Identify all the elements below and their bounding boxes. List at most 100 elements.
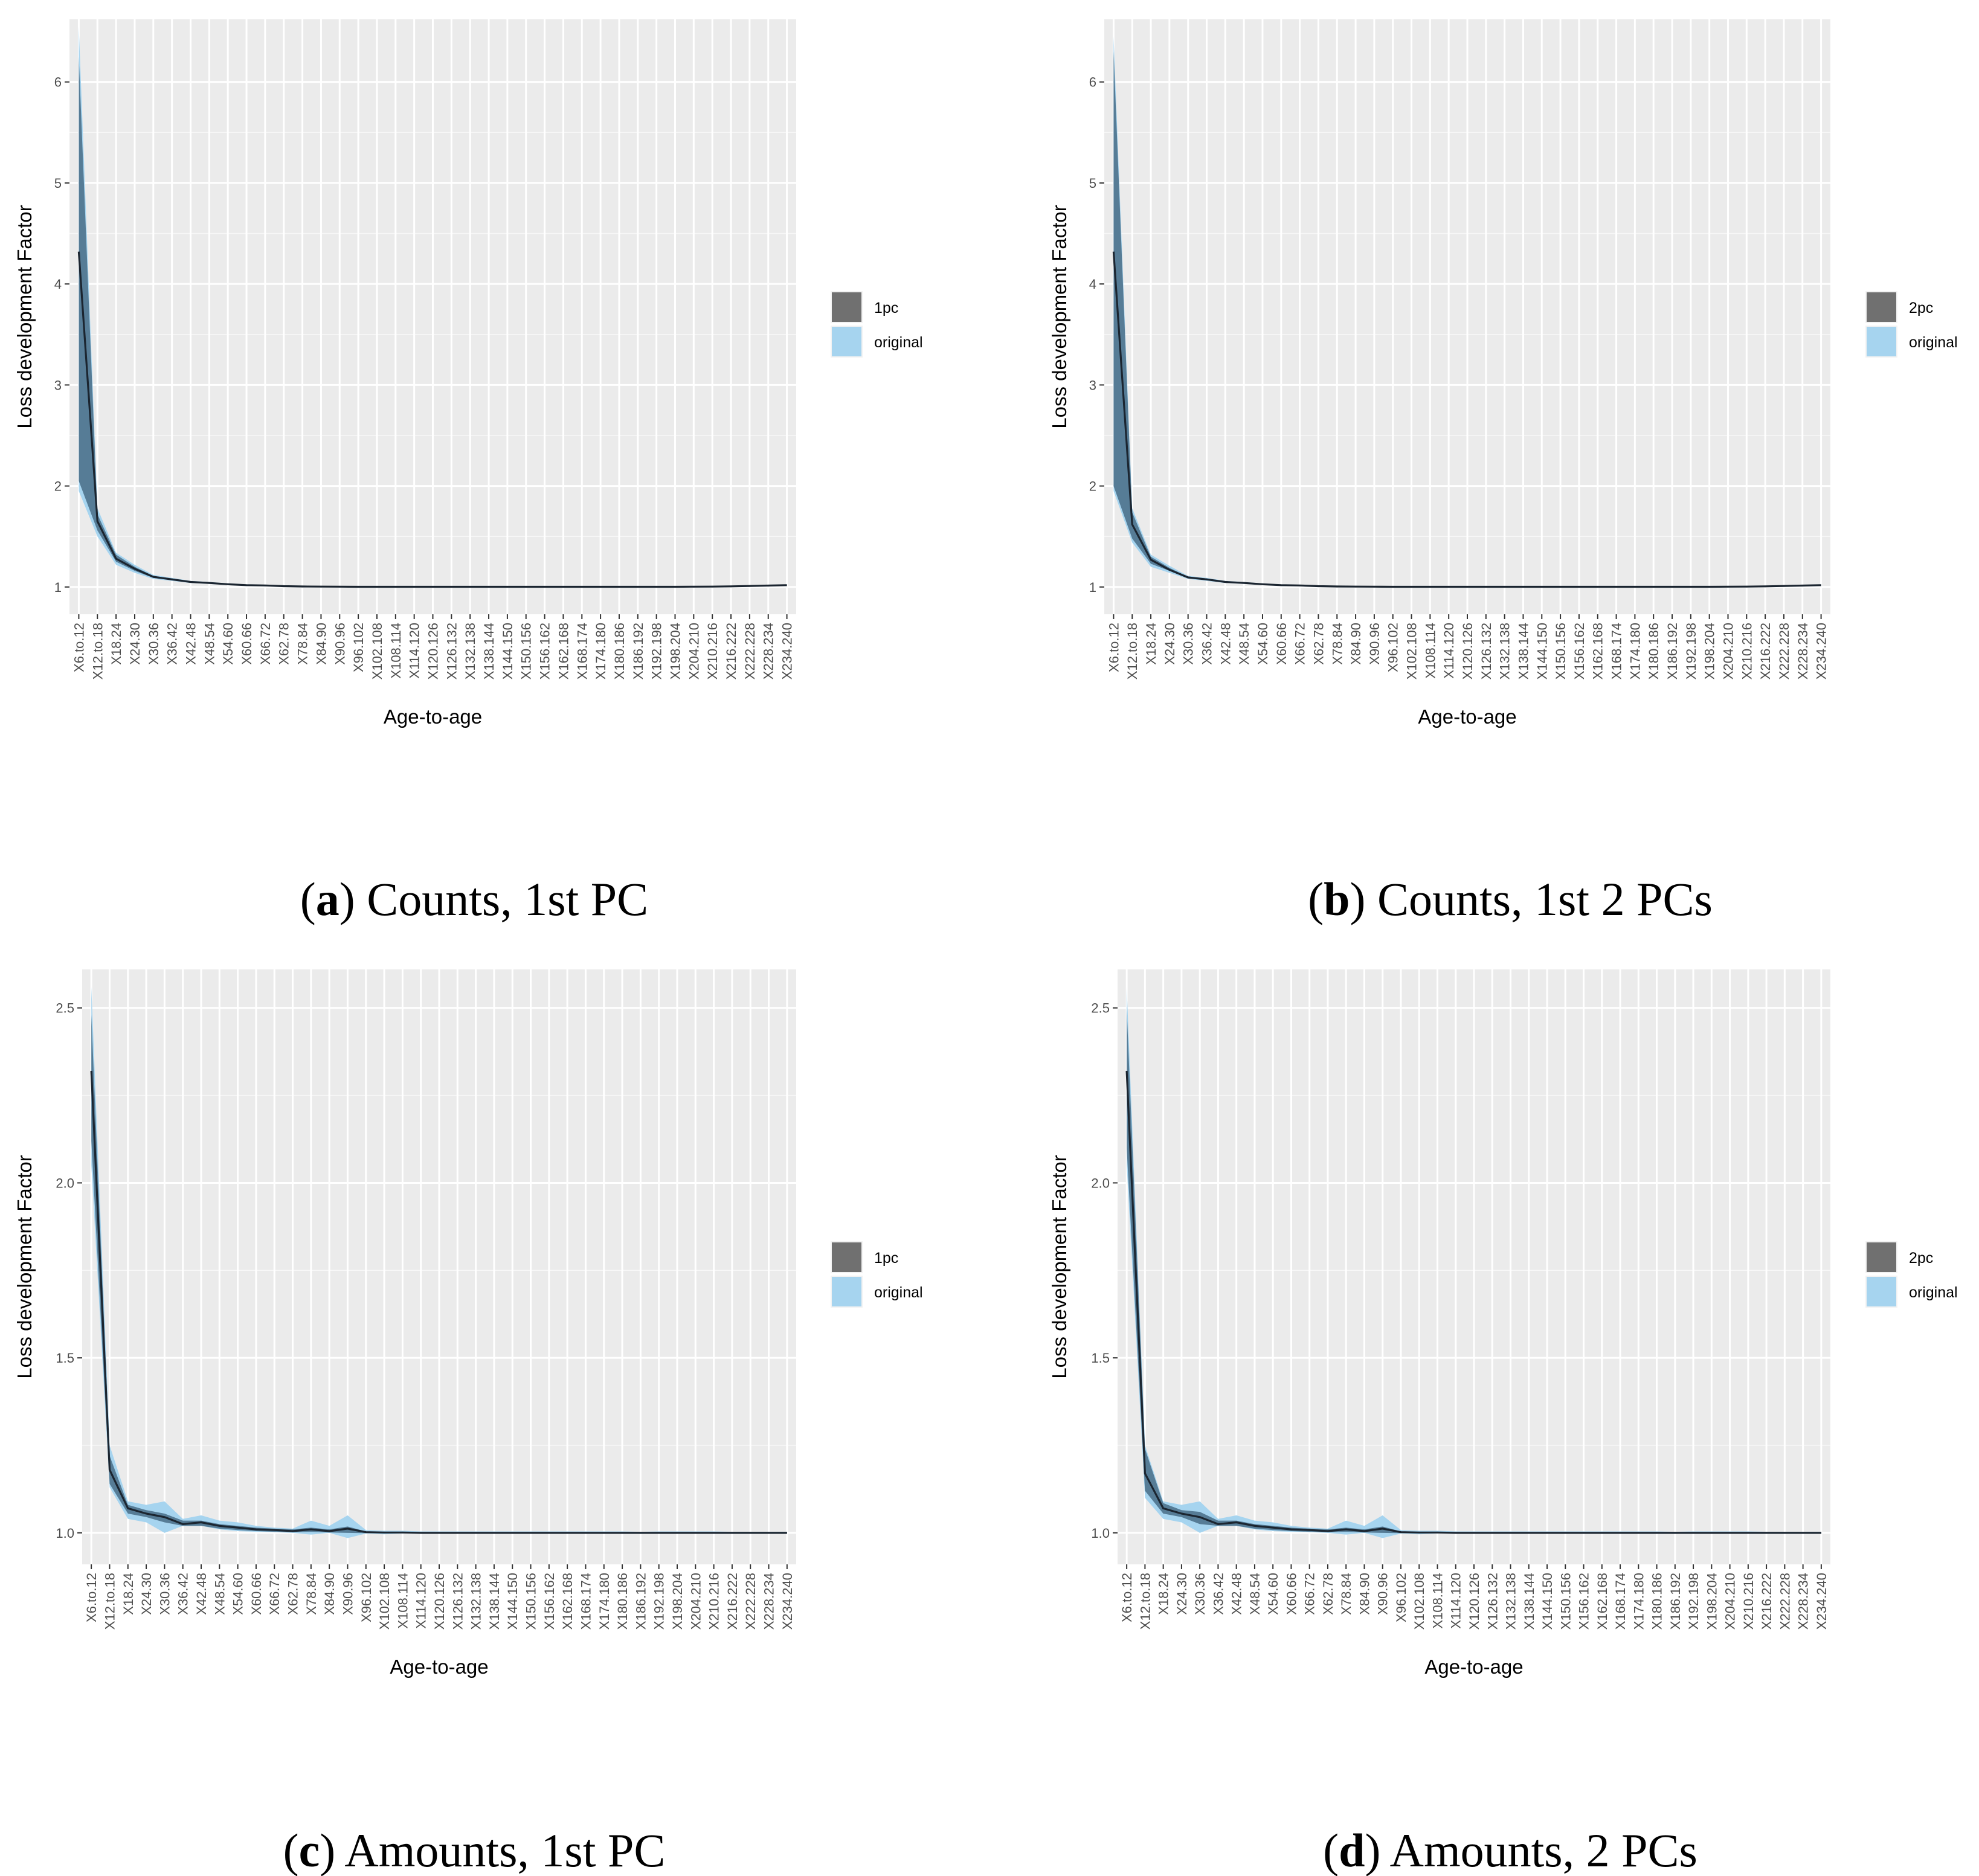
x-tick-label: X174.180 (1631, 1573, 1646, 1630)
x-tick-label: X36.42 (1200, 623, 1215, 665)
x-tick-label: X222.228 (742, 623, 758, 679)
y-tick-label: 1.0 (1091, 1526, 1110, 1541)
x-tick-label: X204.210 (1723, 1573, 1738, 1630)
x-tick-label: X48.54 (202, 623, 217, 665)
x-tick-label: X66.72 (1302, 1573, 1318, 1615)
x-tick-label: X84.90 (1348, 623, 1363, 665)
caption-paren-open: ( (300, 873, 316, 925)
legend-swatch-2pc (1867, 1242, 1896, 1272)
caption-paren-open: ( (283, 1824, 299, 1876)
x-tick-label: X168.174 (1609, 623, 1624, 679)
x-tick-label: X126.132 (1485, 1573, 1500, 1630)
x-tick-label: X198.204 (1704, 1573, 1719, 1630)
y-tick-label: 1.5 (56, 1351, 74, 1366)
x-tick-label: X204.210 (1720, 623, 1736, 679)
x-tick-label: X180.186 (615, 1573, 630, 1630)
caption-letter: a (316, 873, 339, 925)
x-tick-label: X66.72 (267, 1573, 282, 1615)
x-tick-label: X132.138 (1504, 1573, 1519, 1630)
x-tick-label: X42.48 (194, 1573, 209, 1615)
x-tick-label: X126.132 (444, 623, 459, 679)
x-tick-label: X156.162 (542, 1573, 557, 1630)
x-tick-label: X108.114 (1430, 1573, 1445, 1629)
x-tick-label: X84.90 (1357, 1573, 1372, 1615)
x-tick-label: X84.90 (322, 1573, 337, 1615)
x-tick-label: X6.to.12 (71, 623, 86, 672)
x-tick-label: X186.192 (1665, 623, 1680, 679)
x-tick-label: X48.54 (212, 1573, 227, 1615)
x-tick-label: X78.84 (304, 1573, 319, 1615)
x-tick-label: X120.126 (1460, 623, 1475, 679)
y-tick-label: 3 (1089, 377, 1096, 393)
caption-letter: b (1324, 873, 1350, 925)
x-tick-label: X156.162 (1577, 1573, 1592, 1630)
x-tick-label: X126.132 (1479, 623, 1494, 679)
x-tick-label: X48.54 (1237, 623, 1252, 665)
x-tick-label: X234.240 (780, 623, 795, 679)
y-tick-label: 5 (54, 176, 62, 191)
x-tick-label: X144.150 (1540, 1573, 1555, 1630)
x-tick-label: X222.228 (743, 1573, 758, 1630)
x-tick-label: X144.150 (505, 1573, 520, 1630)
x-tick-label: X62.78 (277, 623, 292, 665)
x-tick-label: X186.192 (1668, 1573, 1683, 1630)
caption-paren-open: ( (1323, 1824, 1339, 1876)
x-tick-label: X30.36 (1192, 1573, 1208, 1615)
legend: 1pc original (831, 291, 923, 358)
y-tick-label: 1 (1089, 580, 1096, 595)
y-tick-label: 6 (1089, 75, 1096, 90)
caption-letter: d (1339, 1824, 1365, 1876)
x-tick-label: X132.138 (463, 623, 478, 679)
y-tick-label: 4 (1089, 277, 1096, 292)
x-tick-label: X222.228 (1777, 623, 1792, 679)
y-tick-label: 3 (54, 377, 62, 393)
chart-panel-d: 1.0 1.5 2.0 2.5 X6.to.12 X12.to.18 X18.24 X24.3… (1048, 969, 1958, 1678)
caption-text: ) Counts, 1st PC (339, 873, 648, 925)
x-tick-label: X204.210 (686, 623, 701, 679)
x-tick-label: X84.90 (314, 623, 329, 665)
x-tick-label: X138.144 (1516, 623, 1531, 679)
x-tick-label: X62.78 (1311, 623, 1326, 665)
x-tick-label: X180.186 (1650, 1573, 1665, 1630)
legend-label-1pc: 1pc (874, 300, 898, 316)
x-tick-label: X138.144 (1522, 1573, 1537, 1630)
caption-text: ) Amounts, 1st PC (320, 1824, 665, 1876)
x-tick-label: X228.234 (1796, 1573, 1811, 1630)
x-tick-label: X62.78 (286, 1573, 301, 1615)
legend-swatch-1pc (832, 1242, 861, 1272)
x-tick-label: X216.222 (1758, 623, 1773, 679)
x-tick-label: X156.162 (538, 623, 553, 679)
x-tick-label: X234.240 (780, 1573, 795, 1630)
x-tick-label: X108.114 (1423, 623, 1438, 679)
x-tick-label: X102.108 (1405, 623, 1420, 679)
x-tick-label: X162.168 (1591, 623, 1606, 679)
x-tick-label: X54.60 (220, 623, 236, 665)
x-tick-label: X216.222 (724, 623, 739, 679)
y-tick-label: 1.5 (1091, 1351, 1110, 1366)
legend-swatch-1pc (832, 292, 861, 322)
x-tick-label: X12.to.18 (90, 623, 105, 679)
x-tick-label: X6.to.12 (84, 1573, 99, 1622)
x-tick-label: X192.198 (649, 623, 664, 679)
x-axis-title: Age-to-age (1424, 1656, 1523, 1678)
x-tick-label: X90.96 (340, 1573, 355, 1615)
x-tick-label: X192.198 (1686, 1573, 1701, 1630)
x-tick-label: X54.60 (231, 1573, 246, 1615)
x-tick-label: X168.174 (574, 623, 590, 679)
legend: 2pc original (1865, 1241, 1958, 1308)
x-tick-label: X192.198 (1684, 623, 1699, 679)
x-tick-label: X30.36 (146, 623, 161, 665)
x-tick-label: X60.66 (1274, 623, 1289, 665)
x-tick-label: X114.120 (1449, 1573, 1464, 1629)
x-tick-label: X174.180 (1627, 623, 1643, 679)
x-tick-label: X204.210 (688, 1573, 703, 1630)
caption-d: (d) Amounts, 2 PCs (1323, 1824, 1697, 1876)
x-tick-label: X150.156 (1558, 1573, 1573, 1630)
chart-panel-b: 1 2 3 4 5 6 X6.to.12 X12.to.18 X18.24 X24.30 X30.3… (1048, 19, 1958, 728)
x-tick-label: X12.to.18 (102, 1573, 117, 1630)
x-tick-label: X228.234 (1795, 623, 1810, 679)
x-tick-label: X96.102 (359, 1573, 374, 1622)
x-tick-label: X78.84 (295, 623, 311, 665)
x-tick-label: X198.204 (670, 1573, 685, 1630)
caption-text: ) Counts, 1st 2 PCs (1350, 873, 1713, 925)
